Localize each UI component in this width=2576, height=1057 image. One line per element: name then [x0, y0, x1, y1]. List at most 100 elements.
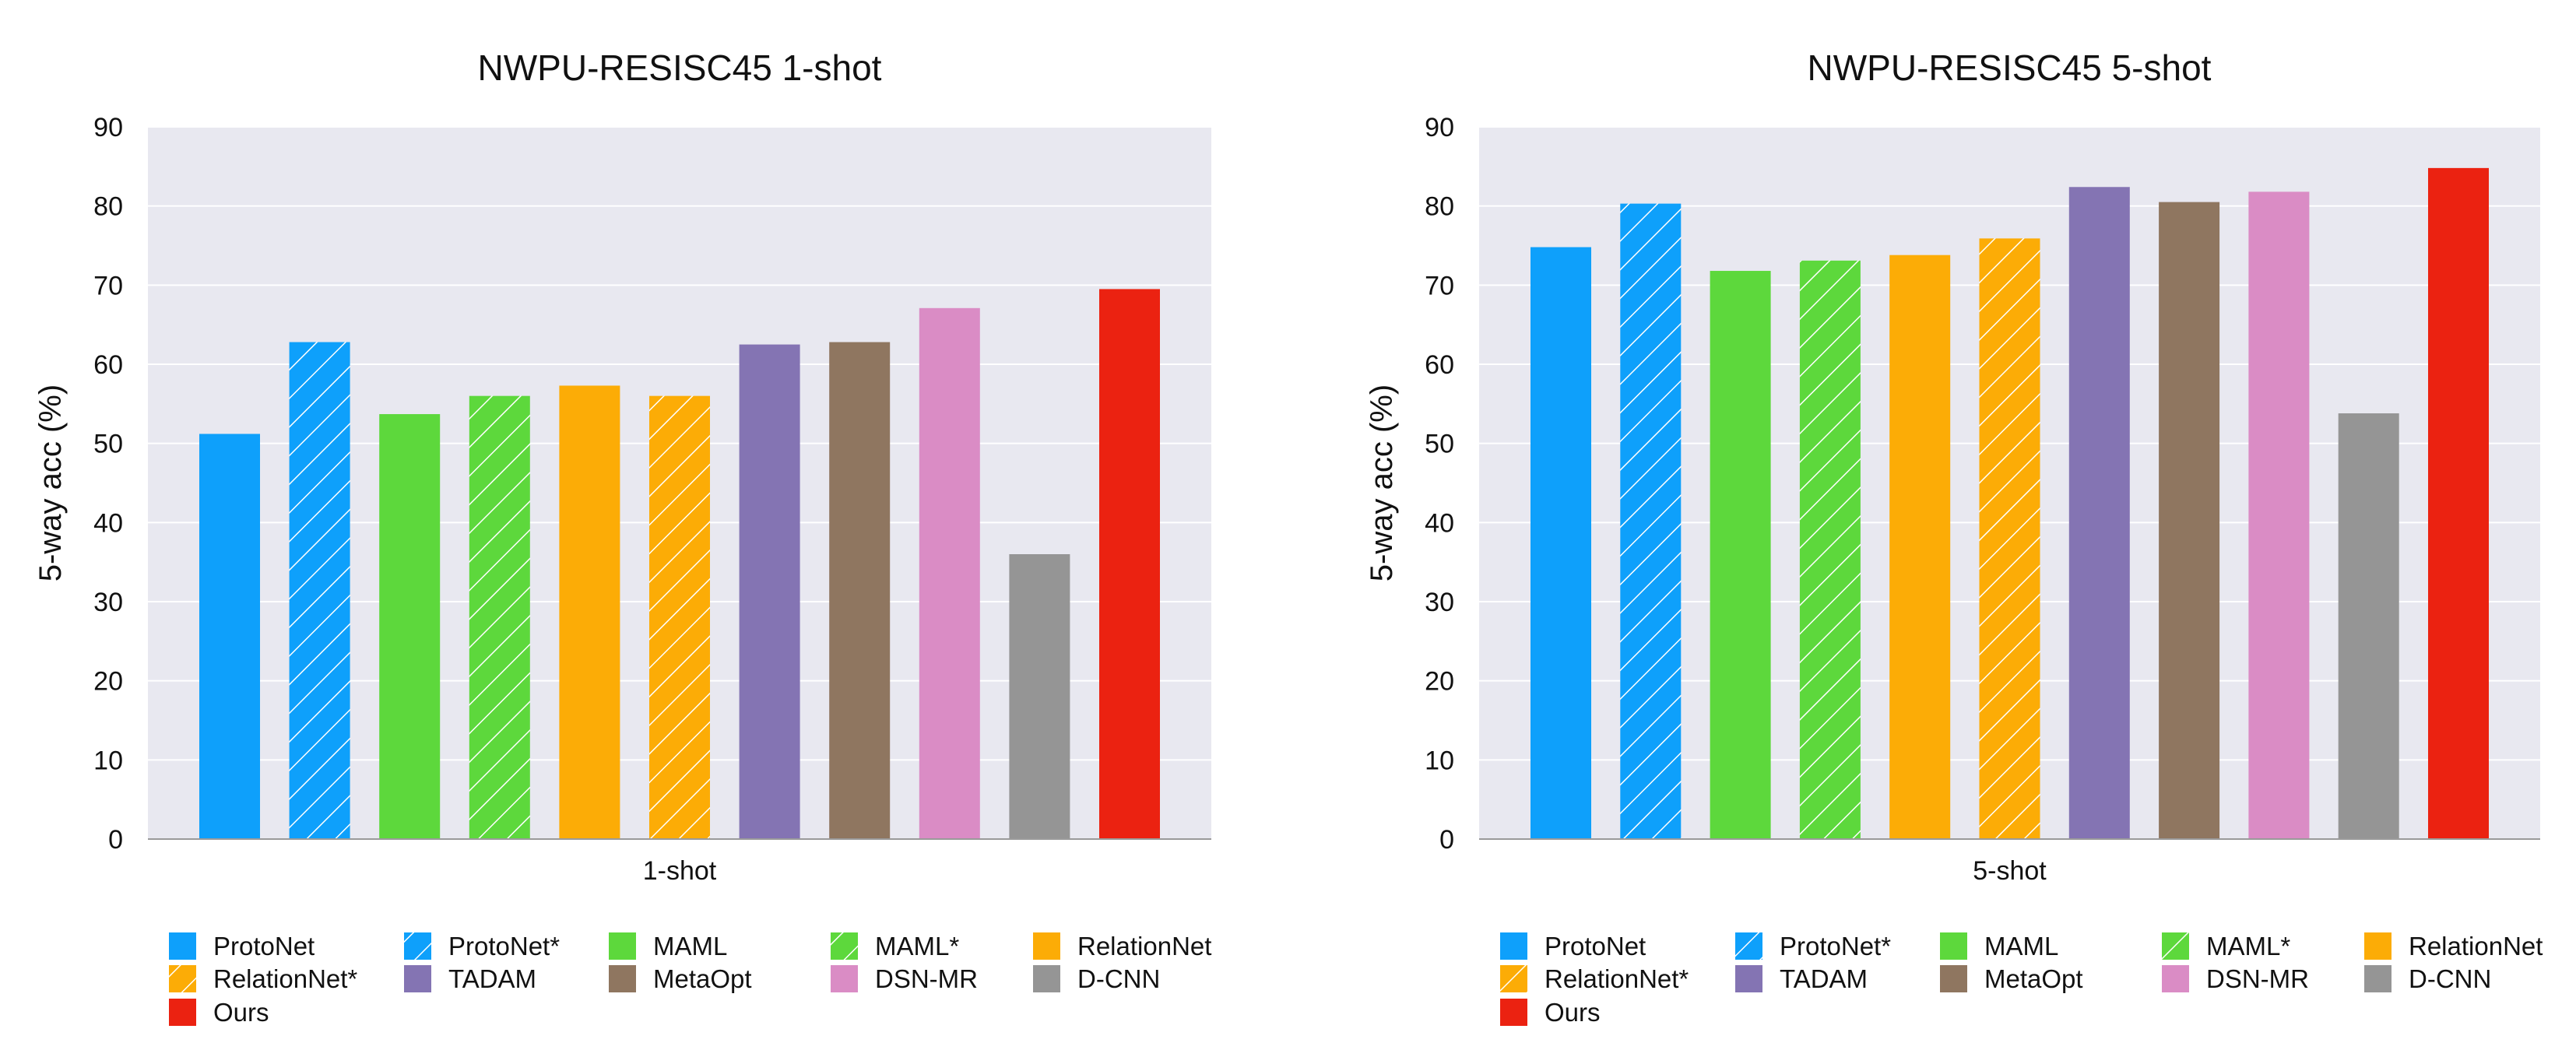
legend-label: RelationNet — [1077, 932, 1211, 960]
legend-item-dsn-mr: DSN-MR — [2162, 964, 2309, 993]
legend-item-tadam: TADAM — [404, 964, 536, 993]
chart-1-shot: 0 10 20 30 40 50 60 70 80 90 NWPU-RESISC45 1-shot 1… — [33, 47, 1211, 1027]
legend-label: RelationNet* — [1545, 964, 1689, 993]
legend-label: TADAM — [1780, 964, 1868, 993]
legend-item-maml-star: MAML* — [2162, 932, 2290, 960]
legend-item-d-cnn: D-CNN — [1033, 964, 1160, 993]
y-tick-label: 90 — [1425, 113, 1454, 142]
legend-item-maml: MAML — [1940, 932, 2058, 960]
legend-swatch — [1500, 999, 1527, 1026]
legend-swatch — [169, 999, 196, 1026]
bar-relationnet — [1889, 255, 1951, 839]
bar-protonet — [199, 434, 260, 839]
legend-item-d-cnn: D-CNN — [2364, 964, 2491, 993]
y-tick-label: 50 — [93, 430, 123, 459]
legend-label: DSN-MR — [2206, 964, 2309, 993]
bar-d-cnn — [1009, 554, 1070, 839]
legend-label: MetaOpt — [653, 964, 752, 993]
legend-label: Ours — [1545, 998, 1601, 1027]
bar-tadam — [739, 344, 800, 839]
chart-title: NWPU-RESISC45 5-shot — [1808, 47, 2212, 88]
legend-swatch — [609, 965, 636, 992]
bar-metaopt — [2159, 202, 2220, 839]
y-tick-label: 10 — [1425, 746, 1454, 775]
y-tick-label: 60 — [1425, 350, 1454, 380]
legend-label: MAML* — [2206, 932, 2290, 960]
y-tick-label: 70 — [93, 271, 123, 300]
legend-swatch — [1033, 965, 1060, 992]
bar-dsn-mr — [2248, 191, 2310, 839]
legend-label: ProtoNet — [213, 932, 315, 960]
y-tick-label: 10 — [93, 746, 123, 775]
x-axis-label: 1-shot — [643, 856, 717, 886]
bar-metaopt — [829, 342, 891, 839]
legend-item-relationnet-star: RelationNet* — [169, 964, 357, 993]
legend-swatch — [609, 932, 636, 960]
x-axis-label: 5-shot — [1973, 856, 2047, 886]
legend-item-dsn-mr: DSN-MR — [831, 964, 978, 993]
legend-item-relationnet: RelationNet — [1033, 932, 1211, 960]
legend-label: ProtoNet* — [1780, 932, 1891, 960]
bar-dsn-mr — [919, 307, 980, 840]
bar-protonet-star — [289, 342, 350, 839]
legend-label: TADAM — [448, 964, 536, 993]
legend-swatch — [169, 965, 196, 992]
bar-relationnet — [559, 385, 620, 839]
y-tick-label: 70 — [1425, 271, 1454, 300]
legend-item-protonet-star: ProtoNet* — [404, 932, 560, 960]
bar-maml-star — [469, 395, 530, 840]
legend-swatch — [169, 932, 196, 960]
y-tick-label: 60 — [93, 350, 123, 380]
legend-swatch — [404, 965, 431, 992]
y-axis-label: 5-way acc (%) — [33, 385, 68, 581]
bar-d-cnn — [2338, 413, 2399, 839]
legend-swatch — [2364, 965, 2391, 992]
legend-swatch — [1500, 965, 1527, 992]
legend-item-metaopt: MetaOpt — [609, 964, 752, 993]
legend-swatch — [831, 965, 858, 992]
bar-protonet-star — [1620, 203, 1682, 839]
legend-item-ours: Ours — [1500, 998, 1601, 1027]
y-tick-label: 0 — [108, 825, 123, 855]
y-tick-label: 50 — [1425, 430, 1454, 459]
legend-item-metaopt: MetaOpt — [1940, 964, 2083, 993]
legend-label: D-CNN — [2409, 964, 2491, 993]
legend-label: D-CNN — [1077, 964, 1160, 993]
legend-swatch — [2162, 932, 2189, 960]
legend-label: RelationNet — [2409, 932, 2543, 960]
bar-protonet — [1530, 247, 1591, 839]
legend-label: Ours — [213, 998, 269, 1027]
y-tick-label: 40 — [93, 508, 123, 538]
legend-item-relationnet-star: RelationNet* — [1500, 964, 1689, 993]
legend-label: DSN-MR — [875, 964, 978, 993]
legend-swatch — [1940, 932, 1967, 960]
y-tick-label: 80 — [1425, 192, 1454, 222]
y-tick-label: 40 — [1425, 508, 1454, 538]
legend-swatch — [1735, 965, 1762, 992]
y-tick-label: 30 — [1425, 588, 1454, 617]
y-tick-label: 80 — [93, 192, 123, 222]
legend-item-maml-star: MAML* — [831, 932, 959, 960]
legend-label: MAML — [1984, 932, 2058, 960]
bar-maml — [379, 414, 441, 839]
legend-item-protonet: ProtoNet — [169, 932, 315, 960]
legend-swatch — [1500, 932, 1527, 960]
legend-swatch — [404, 932, 431, 960]
legend-label: ProtoNet* — [448, 932, 560, 960]
legend-label: RelationNet* — [213, 964, 357, 993]
y-tick-label: 20 — [1425, 667, 1454, 697]
legend-swatch — [2364, 932, 2391, 960]
legend-item-relationnet: RelationNet — [2364, 932, 2543, 960]
legend-label: ProtoNet — [1545, 932, 1646, 960]
bar-maml-star — [1799, 260, 1861, 840]
y-tick-label: 20 — [93, 667, 123, 697]
legend-item-tadam: TADAM — [1735, 964, 1868, 993]
legend-swatch — [831, 932, 858, 960]
legend-label: MetaOpt — [1984, 964, 2083, 993]
y-tick-label: 90 — [93, 113, 123, 142]
legend-item-maml: MAML — [609, 932, 727, 960]
legend-label: MAML — [653, 932, 727, 960]
legend: ProtoNet ProtoNet* MAML MAML* RelationNet Rel… — [1500, 932, 2543, 1027]
legend-item-protonet: ProtoNet — [1500, 932, 1646, 960]
